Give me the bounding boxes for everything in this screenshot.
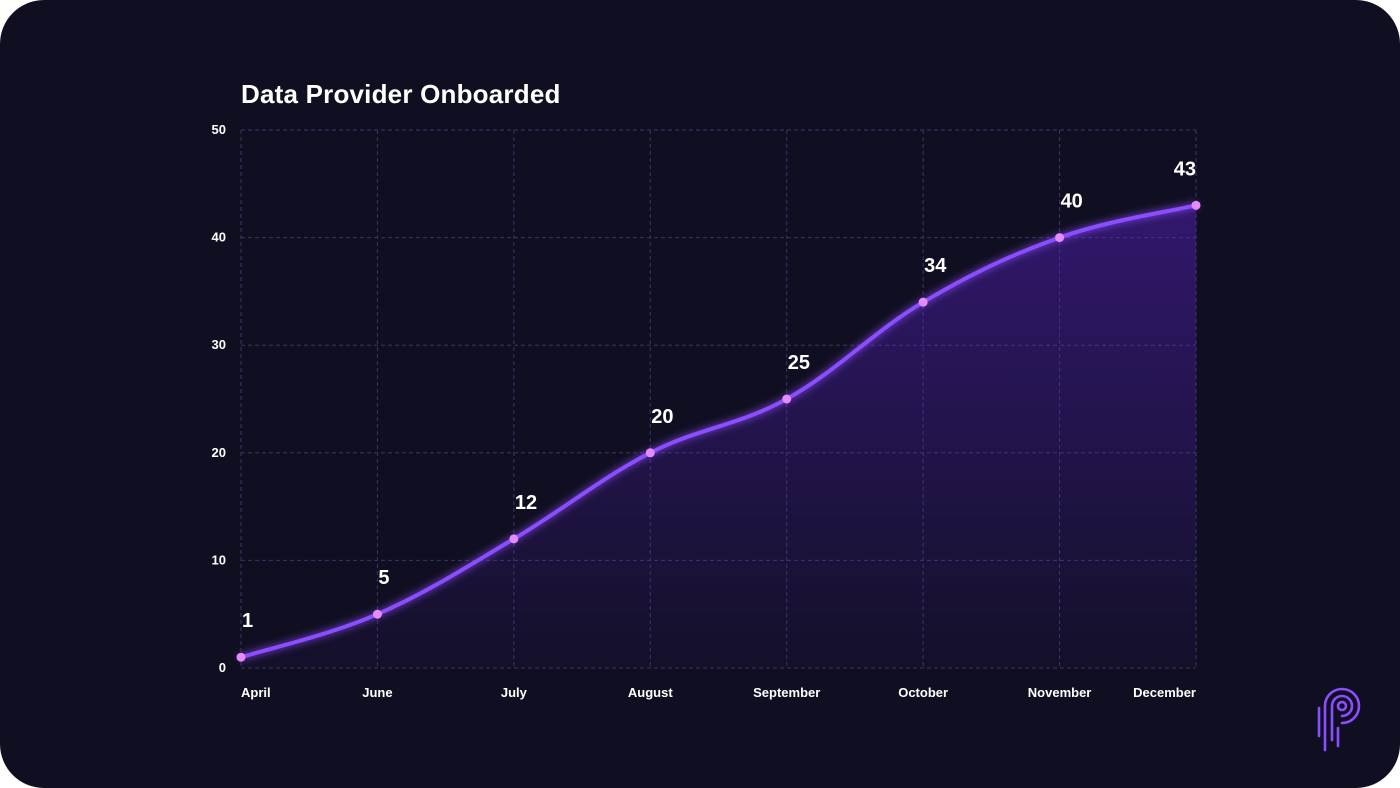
data-label: 40 bbox=[1061, 191, 1083, 213]
data-labels: 1 5 12 20 25 34 40 43 bbox=[242, 158, 1196, 632]
brand-p-logo-icon bbox=[1317, 687, 1361, 752]
x-tick-label: June bbox=[362, 685, 392, 700]
y-tick-label: 0 bbox=[219, 660, 226, 675]
data-point bbox=[918, 297, 928, 307]
x-tick-label: October bbox=[898, 685, 948, 700]
data-label: 1 bbox=[242, 610, 253, 632]
data-point bbox=[372, 609, 382, 619]
data-point bbox=[1055, 233, 1065, 243]
x-tick-label: August bbox=[628, 685, 673, 700]
x-tick-label: September bbox=[753, 685, 820, 700]
chart-title: Data Provider Onboarded bbox=[241, 79, 561, 109]
data-label: 20 bbox=[651, 406, 673, 428]
y-tick-label: 20 bbox=[212, 445, 226, 460]
data-point bbox=[782, 394, 792, 404]
x-tick-label: December bbox=[1133, 685, 1196, 700]
series-line bbox=[239, 203, 1198, 660]
y-tick-label: 10 bbox=[212, 552, 226, 567]
series bbox=[236, 200, 1201, 668]
x-tick-label: April bbox=[241, 685, 271, 700]
data-point bbox=[1191, 200, 1201, 210]
data-label: 12 bbox=[515, 492, 537, 514]
x-tick-label: November bbox=[1028, 685, 1092, 700]
data-point bbox=[236, 652, 246, 662]
y-tick-label: 50 bbox=[212, 122, 226, 137]
data-point bbox=[509, 534, 519, 544]
data-label: 5 bbox=[378, 567, 389, 589]
area-fill bbox=[241, 205, 1196, 668]
x-tick-label: July bbox=[501, 685, 528, 700]
data-point bbox=[645, 448, 655, 458]
data-label: 43 bbox=[1174, 158, 1196, 180]
axes: 0 10 20 30 40 50 April June July August September O… bbox=[212, 122, 1196, 700]
y-tick-label: 40 bbox=[212, 230, 226, 245]
data-label: 25 bbox=[788, 352, 810, 374]
y-tick-label: 30 bbox=[212, 337, 226, 352]
data-label: 34 bbox=[924, 255, 947, 277]
